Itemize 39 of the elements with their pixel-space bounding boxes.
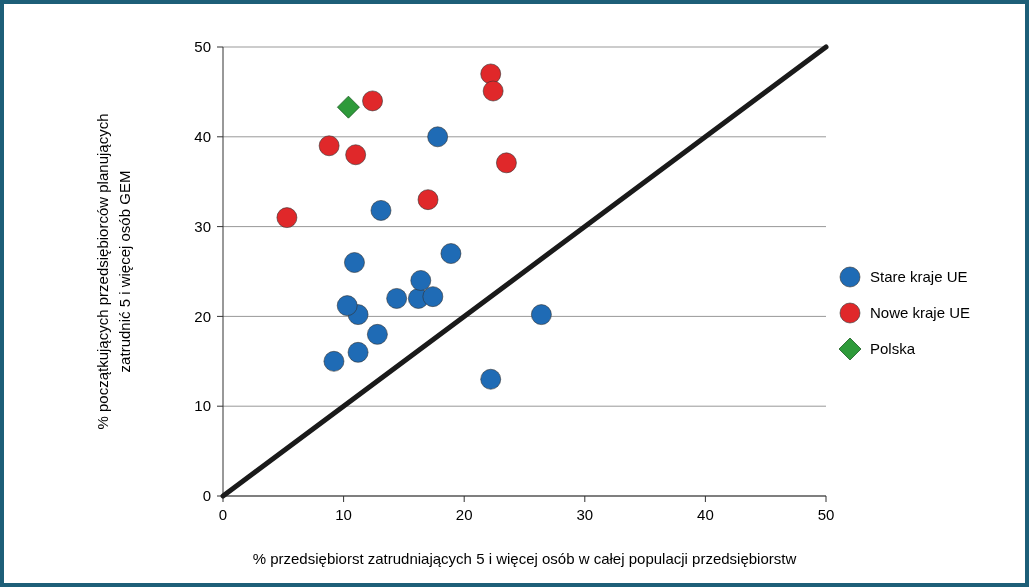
point: [370, 200, 392, 221]
point: [276, 207, 298, 228]
point: [318, 135, 340, 157]
legend-label: Polska: [870, 340, 916, 358]
y-tick-label: 10: [194, 397, 211, 415]
y-tick-label: 30: [194, 217, 211, 235]
y-tick-label: 50: [194, 38, 211, 56]
point: [347, 342, 369, 363]
point: [345, 144, 366, 166]
point: [531, 304, 552, 325]
x-tick-label: 20: [455, 506, 473, 523]
point: [427, 126, 448, 148]
y-tick-label: 40: [194, 128, 211, 146]
x-tick-label: 0: [218, 506, 228, 523]
y-axis-title: % początkujących przedsiębiorców planujących zatrudnić 5 i więcej osób GEM: [94, 113, 133, 430]
point: [422, 286, 444, 307]
point: [480, 63, 502, 85]
legend-label: Nowe kraje UE: [870, 304, 971, 322]
point: [344, 252, 365, 273]
point: [362, 90, 383, 112]
x-tick-label: 10: [335, 506, 352, 523]
point: [480, 368, 502, 390]
x-axis-title: % przedsiębiorst zatrudniających 5 i więcej osób w całej populacji przedsiębiorstw: [252, 550, 797, 567]
point: [440, 243, 462, 264]
point: [337, 95, 360, 119]
point: [323, 351, 345, 372]
point: [410, 270, 432, 291]
point: [417, 189, 439, 210]
point: [336, 295, 358, 316]
x-tick-label: 50: [817, 506, 835, 523]
y-tick-label: 20: [194, 307, 211, 325]
y-tick-label: 0: [202, 487, 211, 505]
x-tick-label: 30: [576, 506, 594, 523]
x-tick-label: 40: [697, 506, 714, 523]
legend-label: Stare kraje UE: [870, 268, 968, 286]
point: [367, 324, 388, 345]
point: [496, 152, 517, 174]
point: [386, 288, 407, 309]
point: [482, 80, 504, 102]
